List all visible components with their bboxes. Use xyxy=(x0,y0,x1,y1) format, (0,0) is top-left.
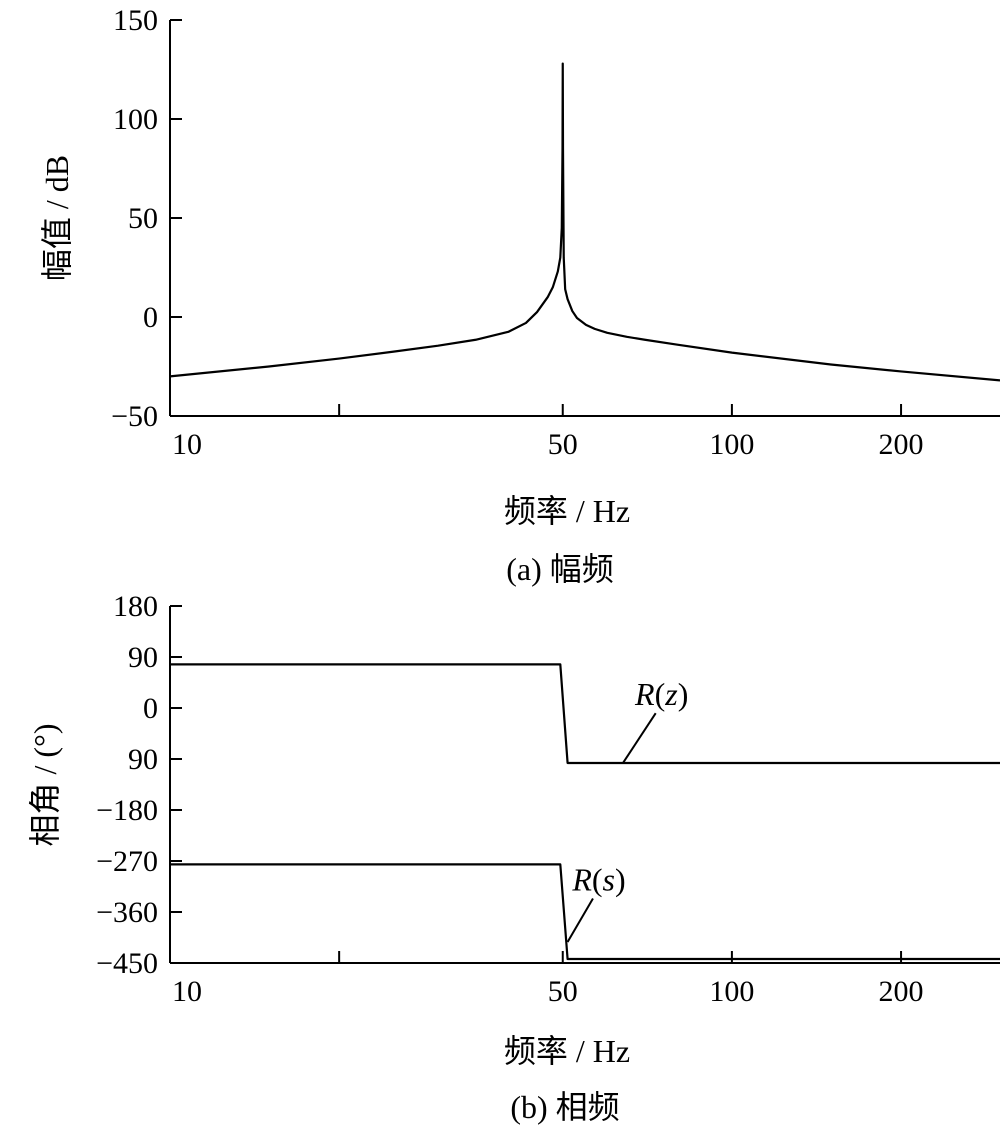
annotation-leader xyxy=(622,712,657,764)
x-axis-label: 频率 / Hz xyxy=(504,493,630,529)
x-ticks: 10 50 100 200 xyxy=(169,404,924,461)
y-tick-label: −50 xyxy=(111,400,158,433)
panel-caption: (b) 相频 xyxy=(510,1089,619,1125)
x-tick-label: 100 xyxy=(709,975,754,1008)
y-axis-label: 幅值 / dB xyxy=(39,155,75,281)
y-tick-label: 180 xyxy=(113,590,158,623)
y-tick-label: 0 xyxy=(143,301,158,334)
x-ticks: 10 50 100 200 xyxy=(169,951,924,1008)
series-line-1 xyxy=(170,663,1000,765)
x-tick-label: 200 xyxy=(879,428,924,461)
panel-caption: (a) 幅频 xyxy=(506,551,614,587)
annotation-leader xyxy=(566,897,594,943)
x-tick-label: 50 xyxy=(548,975,578,1008)
series-annotation: R(s) xyxy=(571,861,625,897)
series-annotation: R(z) xyxy=(634,676,688,712)
y-tick-label: 90 xyxy=(128,743,158,776)
series-line-1 xyxy=(169,62,1000,382)
y-tick-label: 100 xyxy=(113,103,158,136)
y-tick-label: 90 xyxy=(128,641,158,674)
annotation-layer: R(z) R(s) xyxy=(566,676,688,943)
y-tick-label: −450 xyxy=(96,947,158,980)
series-line-2 xyxy=(170,863,1000,961)
phase-panel: 180 90 0 90 −180 −270 −360 −450 10 50 100 200 R(z)… xyxy=(27,590,1000,1125)
y-tick-label: −180 xyxy=(96,794,158,827)
y-tick-label: 150 xyxy=(113,4,158,37)
y-tick-label: 50 xyxy=(128,202,158,235)
series-layer xyxy=(170,663,1000,961)
x-tick-label: 100 xyxy=(709,428,754,461)
y-ticks: 180 90 0 90 −180 −270 −360 −450 xyxy=(96,590,182,980)
y-tick-label: −360 xyxy=(96,896,158,929)
x-axis-label: 频率 / Hz xyxy=(504,1033,630,1069)
x-tick-label: 10 xyxy=(172,428,202,461)
x-tick-label: 10 xyxy=(172,975,202,1008)
y-ticks: −50 0 50 100 150 xyxy=(111,4,182,433)
y-tick-label: 0 xyxy=(143,692,158,725)
y-axis-label: 相角 / (°) xyxy=(27,723,63,846)
series-layer xyxy=(169,62,1000,382)
x-tick-label: 200 xyxy=(879,975,924,1008)
y-tick-label: −270 xyxy=(96,845,158,878)
x-tick-label: 50 xyxy=(548,428,578,461)
